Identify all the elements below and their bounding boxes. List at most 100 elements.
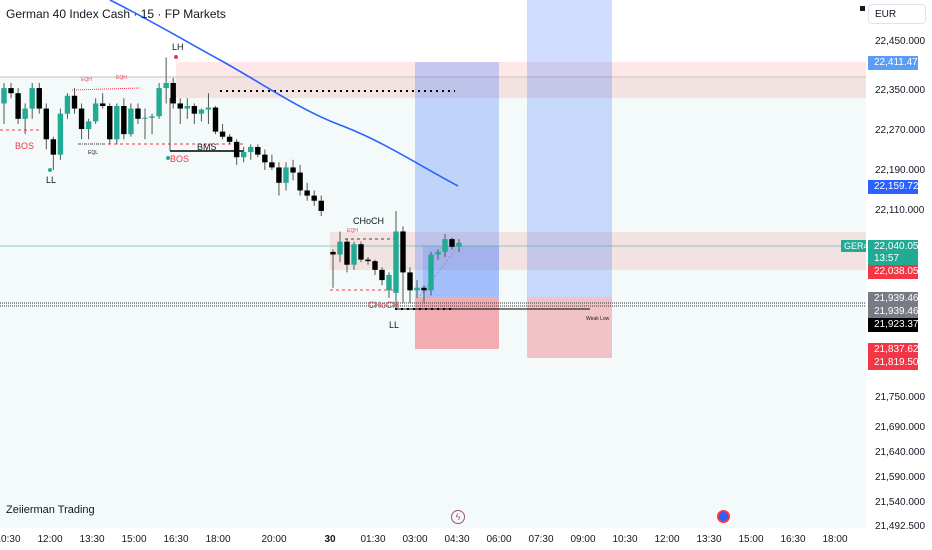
- time-tick-label: 15:00: [121, 534, 147, 545]
- candle-body: [351, 244, 357, 265]
- square-icon[interactable]: [860, 6, 865, 11]
- price-tick-label: 21,640.000: [875, 447, 926, 458]
- time-tick-label: 13:30: [696, 534, 722, 545]
- eqh-label: EQH: [347, 228, 358, 234]
- candle-body: [226, 136, 233, 142]
- price-badge: 21,939.460: [868, 305, 924, 319]
- time-tick-label: 03:00: [402, 534, 428, 545]
- candle-body: [449, 239, 455, 247]
- candle-body: [170, 82, 176, 104]
- candle-body: [241, 152, 247, 158]
- price-badge: 21,923.370: [868, 318, 924, 332]
- candle-body: [1, 88, 7, 104]
- candle-body: [255, 146, 261, 155]
- eql-label: EQL: [88, 150, 99, 156]
- time-tick-label: 15:00: [738, 534, 764, 545]
- swing-high-dot: [174, 55, 178, 59]
- price-tick-label: 21,690.000: [875, 422, 926, 433]
- candle-body: [71, 95, 78, 109]
- candle-body: [421, 287, 427, 291]
- candle-body: [276, 167, 282, 183]
- candle-body: [407, 272, 413, 291]
- candle-body: [311, 195, 317, 201]
- chart-canvas[interactable]: [0, 0, 866, 528]
- candle-body: [428, 254, 434, 291]
- supply-zone: [330, 232, 866, 270]
- candle-body: [78, 108, 85, 130]
- time-tick-label: 16:30: [163, 534, 189, 545]
- long-position-stop: [527, 297, 612, 358]
- candle-body: [29, 88, 35, 109]
- candle-body: [365, 259, 371, 262]
- eqh-label: EQH: [81, 77, 92, 83]
- candle-body: [386, 274, 392, 291]
- candle-body: [344, 241, 350, 265]
- candle-body: [121, 106, 127, 135]
- candle-body: [43, 108, 49, 140]
- candle-body: [269, 162, 275, 168]
- candle-body: [248, 146, 254, 153]
- demand-zone: [423, 246, 499, 297]
- choch-label: CHoCH: [353, 216, 385, 226]
- candle-body: [57, 113, 64, 155]
- price-tick-label: 22,190.000: [875, 165, 926, 176]
- price-tick-label: 21,750.000: [875, 392, 926, 403]
- candle-body: [318, 200, 324, 211]
- price-tick-label: 21,540.000: [875, 497, 926, 508]
- time-tick-label: 12:00: [654, 534, 680, 545]
- candle-body: [128, 108, 134, 135]
- candle-body: [142, 117, 148, 119]
- flag-icon[interactable]: [717, 510, 730, 523]
- candle-body: [414, 287, 420, 291]
- branding-label: Zeiierman Trading: [6, 504, 95, 516]
- candle-body: [198, 109, 205, 114]
- time-tick-label: 18:00: [822, 534, 848, 545]
- price-badge: 22,040.050: [868, 240, 924, 254]
- candle-body: [36, 88, 42, 109]
- time-tick-label: 09:00: [570, 534, 596, 545]
- time-tick-label: 20:00: [261, 534, 287, 545]
- lightning-icon[interactable]: ϟ: [451, 510, 465, 524]
- price-tick-label: 22,350.000: [875, 85, 926, 96]
- candle-body: [400, 231, 406, 273]
- bms-label: BMS: [197, 142, 217, 152]
- lh-label: LH: [172, 42, 184, 52]
- price-tick-label: 22,110.000: [875, 205, 925, 216]
- candle-body: [219, 131, 226, 137]
- price-badge: 22,038.050: [868, 265, 924, 279]
- price-badge: 21,939.460: [868, 292, 924, 306]
- candle-body: [22, 108, 28, 119]
- candle-body: [456, 242, 462, 247]
- candle-body: [379, 269, 385, 281]
- price-badge: 21,819.500: [868, 356, 924, 370]
- candle-body: [262, 154, 268, 163]
- candle-body: [297, 172, 303, 191]
- time-tick-label: 07:30: [528, 534, 554, 545]
- candle-body: [114, 106, 120, 140]
- eqh-line: [71, 87, 141, 91]
- candle-body: [330, 251, 336, 255]
- candle-body: [149, 116, 155, 118]
- price-badge: 13:57: [868, 252, 918, 266]
- ll-label: LL: [389, 320, 400, 330]
- time-tick-label: 13:30: [79, 534, 105, 545]
- plot-background-top: [0, 0, 866, 77]
- time-tick-label: 30: [324, 534, 336, 545]
- weak-low-label: Weak Low: [586, 316, 610, 322]
- long-position-target: [527, 0, 612, 297]
- candle-body: [135, 108, 141, 119]
- time-tick-label: 12:00: [37, 534, 63, 545]
- time-tick-label: 06:00: [486, 534, 512, 545]
- candle-body: [100, 103, 106, 106]
- candle-body: [191, 106, 198, 114]
- currency-selector[interactable]: EUR: [868, 4, 926, 24]
- candle-body: [442, 239, 448, 252]
- candle-body: [50, 139, 57, 155]
- ll-label: LL: [46, 175, 57, 185]
- candle-body: [85, 121, 92, 130]
- supply-zone: [176, 62, 866, 98]
- candle-body: [107, 106, 113, 140]
- candle-body: [393, 231, 399, 293]
- candle-body: [15, 93, 21, 119]
- moving-average-line: [109, 0, 459, 187]
